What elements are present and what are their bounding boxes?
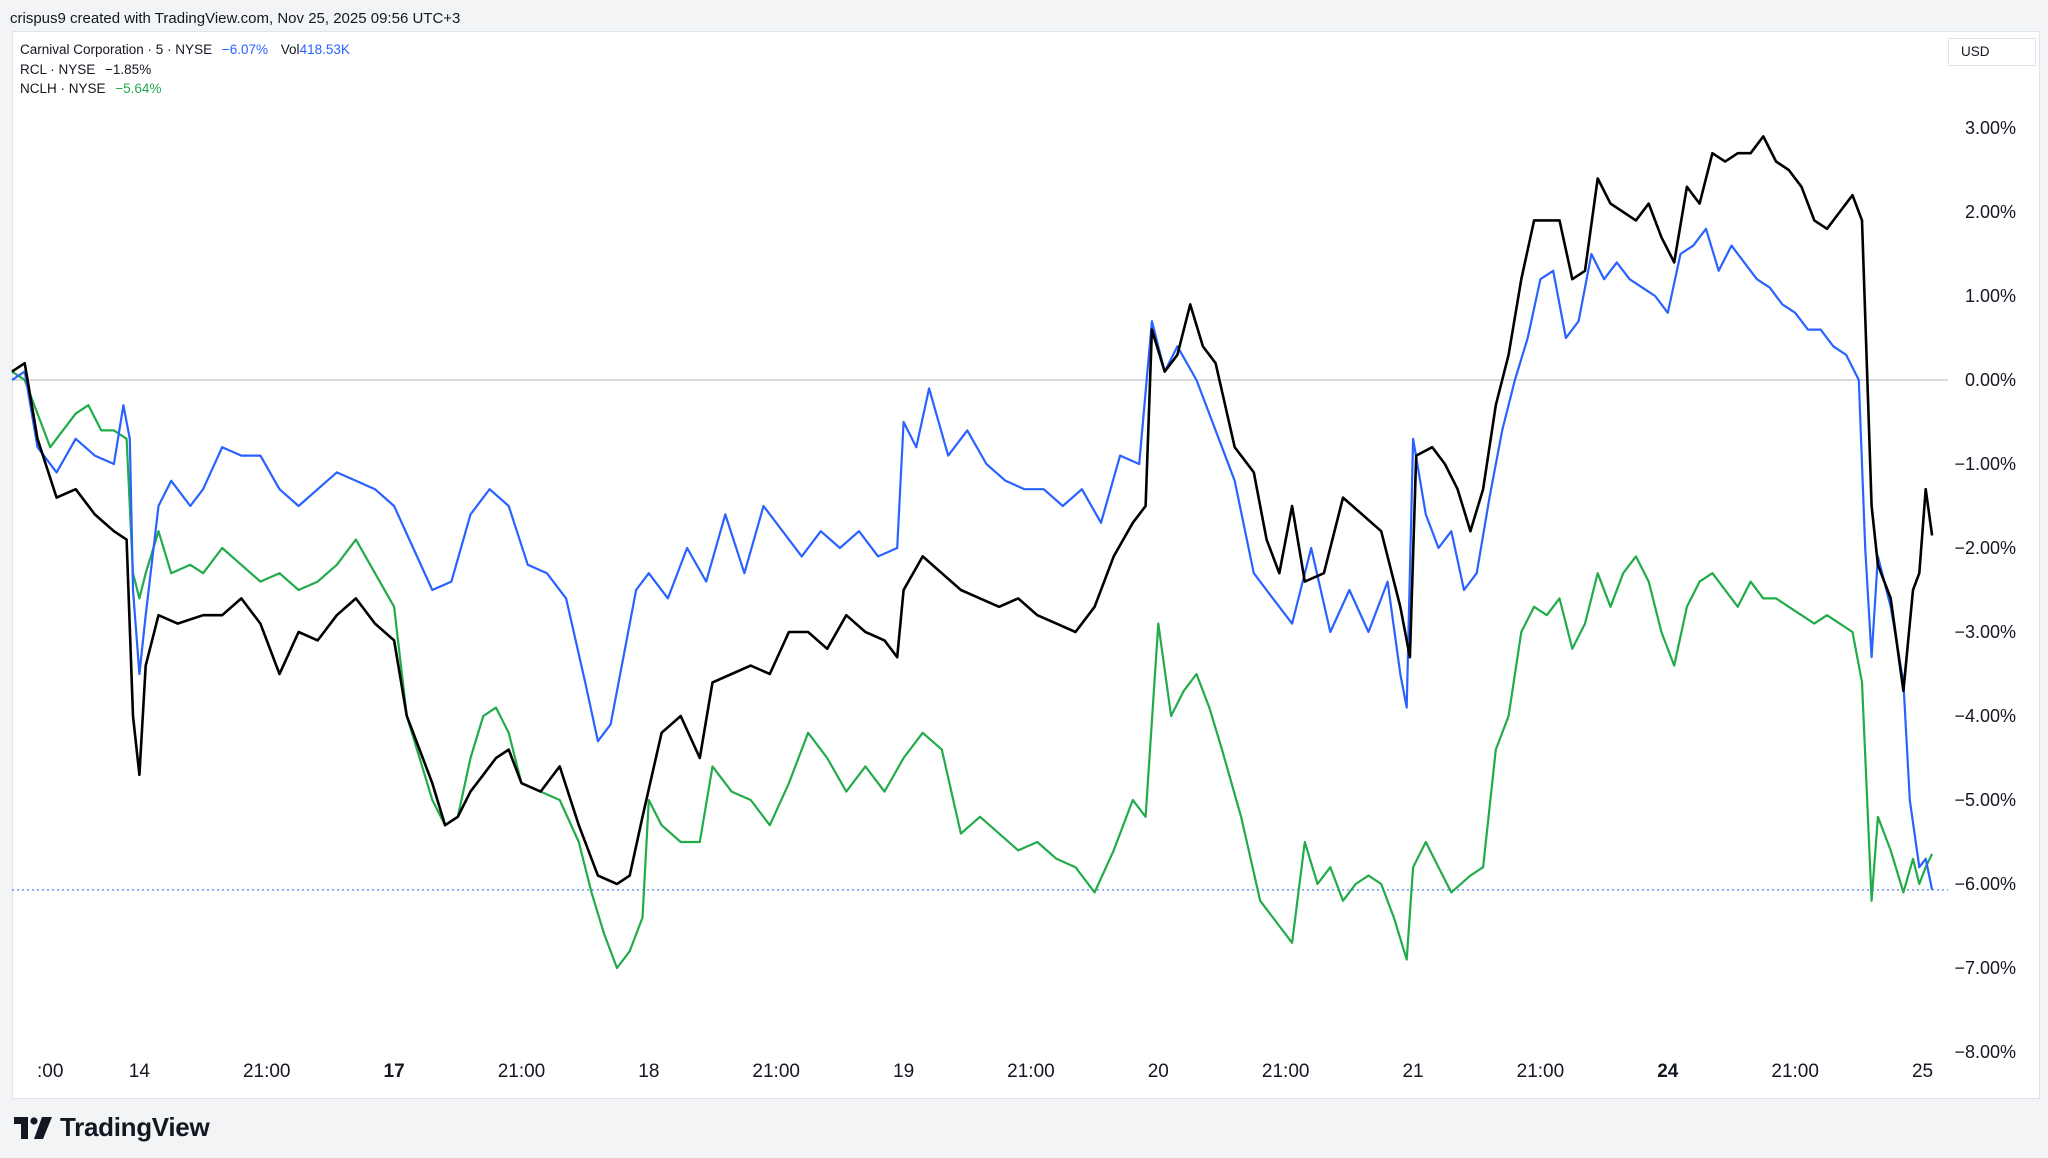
legend-label-nclh: NCLH · NYSE	[20, 81, 106, 96]
legend: Carnival Corporation · 5 · NYSE −6.07% V…	[20, 40, 350, 99]
legend-row-ccl[interactable]: Carnival Corporation · 5 · NYSE −6.07% V…	[20, 40, 350, 60]
snapshot-caption: crispus9 created with TradingView.com, N…	[10, 10, 461, 27]
x-tick-label: 21:00	[498, 1061, 546, 1082]
y-tick-label: −8.00%	[1954, 1042, 2016, 1062]
y-tick-label: −4.00%	[1954, 706, 2016, 726]
y-tick-label: −7.00%	[1954, 958, 2016, 978]
tradingview-logo-icon	[14, 1116, 52, 1139]
brand-name: TradingView	[60, 1112, 210, 1142]
legend-volume-label: Vol	[280, 42, 300, 57]
x-tick-label: 21:00	[1771, 1061, 1819, 1082]
series-layer	[11, 135, 1934, 970]
tradingview-brand[interactable]: TradingView	[14, 1112, 210, 1143]
series-line-ccl[interactable]	[11, 227, 1934, 891]
series-line-rcl[interactable]	[11, 135, 1934, 886]
x-tick-label: 14	[129, 1061, 151, 1082]
grid-layer	[12, 379, 1948, 891]
x-axis: :00 14 21:00 17 21:00 18 21:00 19 21:00 20 21:00 21…	[37, 1061, 1933, 1082]
y-tick-label: −1.00%	[1954, 454, 2016, 474]
legend-change-ccl: −6.07%	[221, 42, 269, 57]
legend-row-nclh[interactable]: NCLH · NYSE −5.64%	[20, 79, 350, 99]
x-tick-label: 19	[893, 1061, 914, 1082]
x-tick-label: 17	[384, 1061, 405, 1082]
x-tick-label: 21:00	[243, 1061, 291, 1082]
y-tick-label: 0.00%	[1965, 370, 2016, 390]
x-tick-label: 20	[1148, 1061, 1169, 1082]
x-tick-label: 24	[1657, 1061, 1679, 1082]
legend-label-rcl: RCL · NYSE	[20, 61, 96, 77]
series-line-nclh[interactable]	[11, 370, 1934, 970]
x-tick-label: 21	[1402, 1061, 1423, 1082]
x-tick-label: :00	[37, 1061, 63, 1082]
chart-panel[interactable]	[12, 31, 2040, 1099]
y-tick-label: 1.00%	[1965, 286, 2016, 306]
legend-change-nclh: −5.64%	[115, 81, 162, 96]
currency-selector[interactable]: USD	[1948, 38, 2036, 66]
y-tick-label: −3.00%	[1954, 622, 2016, 642]
x-tick-label: 18	[638, 1061, 659, 1082]
x-tick-label: 21:00	[752, 1061, 800, 1082]
legend-row-rcl[interactable]: RCL · NYSE −1.85%	[20, 60, 350, 80]
y-tick-label: −6.00%	[1954, 874, 2016, 894]
x-tick-label: 25	[1912, 1061, 1933, 1082]
x-tick-label: 21:00	[1007, 1061, 1055, 1082]
y-tick-label: 3.00%	[1965, 118, 2016, 138]
x-tick-label: 21:00	[1262, 1061, 1310, 1082]
x-tick-label: 21:00	[1517, 1061, 1565, 1082]
legend-volume-value: 418.53K	[299, 42, 350, 57]
y-tick-label: −5.00%	[1954, 790, 2016, 810]
legend-label-ccl: Carnival Corporation · 5 · NYSE	[20, 42, 213, 57]
y-tick-label: −2.00%	[1954, 538, 2016, 558]
y-tick-label: 2.00%	[1965, 202, 2016, 222]
legend-change-rcl: −1.85%	[105, 61, 152, 77]
y-axis: 3.00% 2.00% 1.00% 0.00% −1.00% −2.00% −3.00% −4…	[1954, 118, 2016, 1062]
